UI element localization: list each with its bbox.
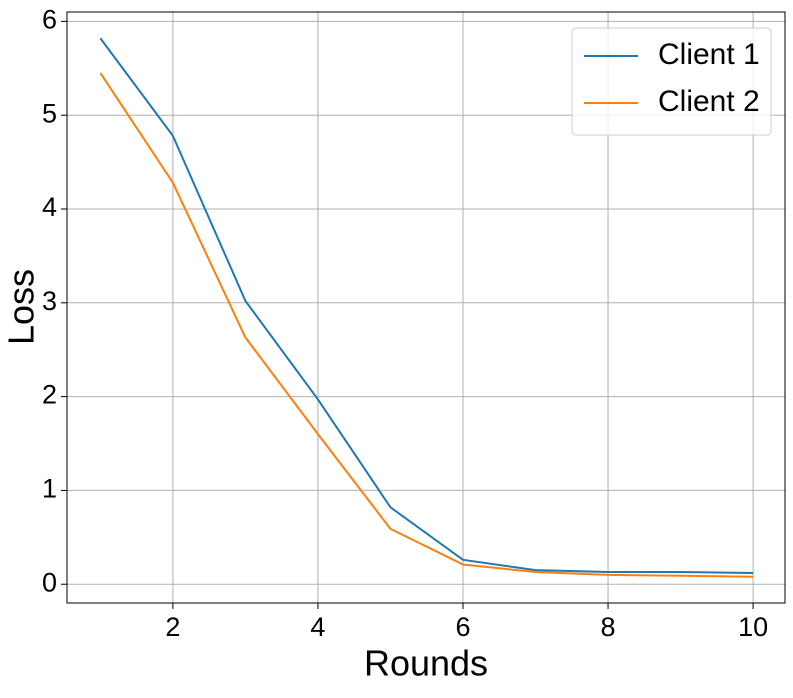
y-axis-label: Loss (1, 269, 42, 345)
x-tick-label: 8 (601, 612, 616, 642)
x-tick-label: 2 (165, 612, 180, 642)
y-tick-label: 3 (42, 286, 57, 316)
legend-box (571, 27, 772, 136)
x-tick-label: 4 (310, 612, 325, 642)
legend-label: Client 1 (658, 38, 760, 71)
plot-frame (66, 11, 786, 604)
line-series (99, 37, 754, 574)
x-tick-label: 6 (455, 612, 470, 642)
y-tick-label: 0 (42, 567, 57, 597)
y-tick-label: 4 (42, 192, 57, 222)
x-tick-label: 10 (738, 612, 768, 642)
y-tick-label: 6 (42, 5, 57, 35)
x-axis-label: Rounds (364, 643, 488, 684)
y-tick-label: 1 (42, 474, 57, 504)
y-tick-label: 2 (42, 380, 57, 410)
line-series (99, 72, 754, 578)
legend-label: Client 2 (658, 85, 760, 118)
y-tick-label: 5 (42, 98, 57, 128)
